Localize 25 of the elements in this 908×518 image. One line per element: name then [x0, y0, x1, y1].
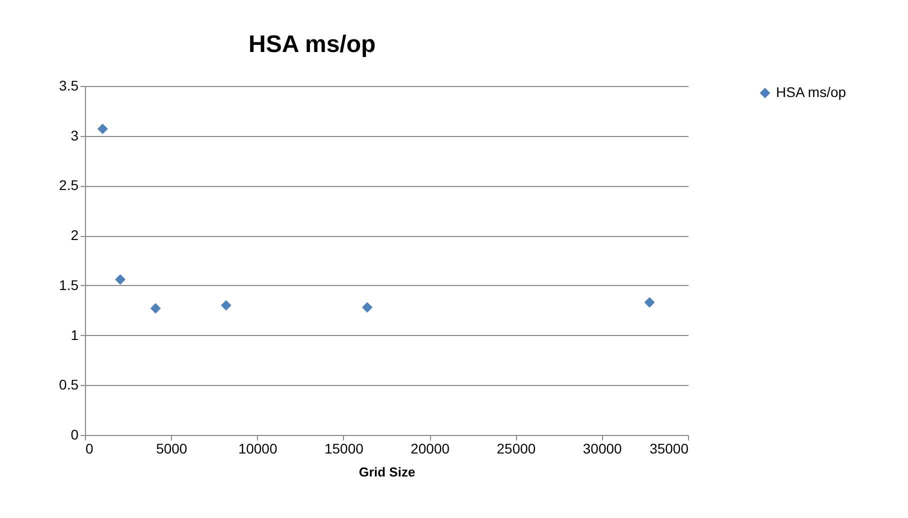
- x-tick-label: 30000: [582, 440, 622, 456]
- x-axis-title: Grid Size: [358, 464, 416, 480]
- y-tick-label: 2: [70, 227, 79, 244]
- point: [220, 300, 232, 311]
- x-tick-label: 10000: [238, 440, 278, 456]
- point: [362, 302, 373, 313]
- y-tick-label: 3: [70, 127, 79, 144]
- x-tick-label: 35000: [650, 440, 689, 456]
- x-tick-label: 5000: [156, 440, 188, 456]
- y-tick-label: 1: [70, 326, 79, 343]
- y-tick-label: 0.5: [59, 376, 79, 393]
- x-tick-label: 15000: [324, 440, 364, 456]
- point: [97, 124, 108, 134]
- y-tick-label: 2.5: [59, 177, 79, 194]
- y-tick-label: 1.5: [59, 276, 79, 293]
- point: [115, 274, 126, 285]
- y-tick-label: 3.5: [59, 78, 79, 94]
- x-tick-label: 0: [86, 440, 94, 456]
- point: [644, 297, 655, 308]
- x-tick-label: 25000: [496, 440, 536, 456]
- x-tick-label: 20000: [410, 440, 450, 456]
- chart-title: HSA ms/op: [248, 31, 376, 58]
- point: [150, 303, 161, 314]
- legend-label: HSA ms/op: [776, 84, 846, 100]
- y-tick-label: 0: [70, 426, 79, 442]
